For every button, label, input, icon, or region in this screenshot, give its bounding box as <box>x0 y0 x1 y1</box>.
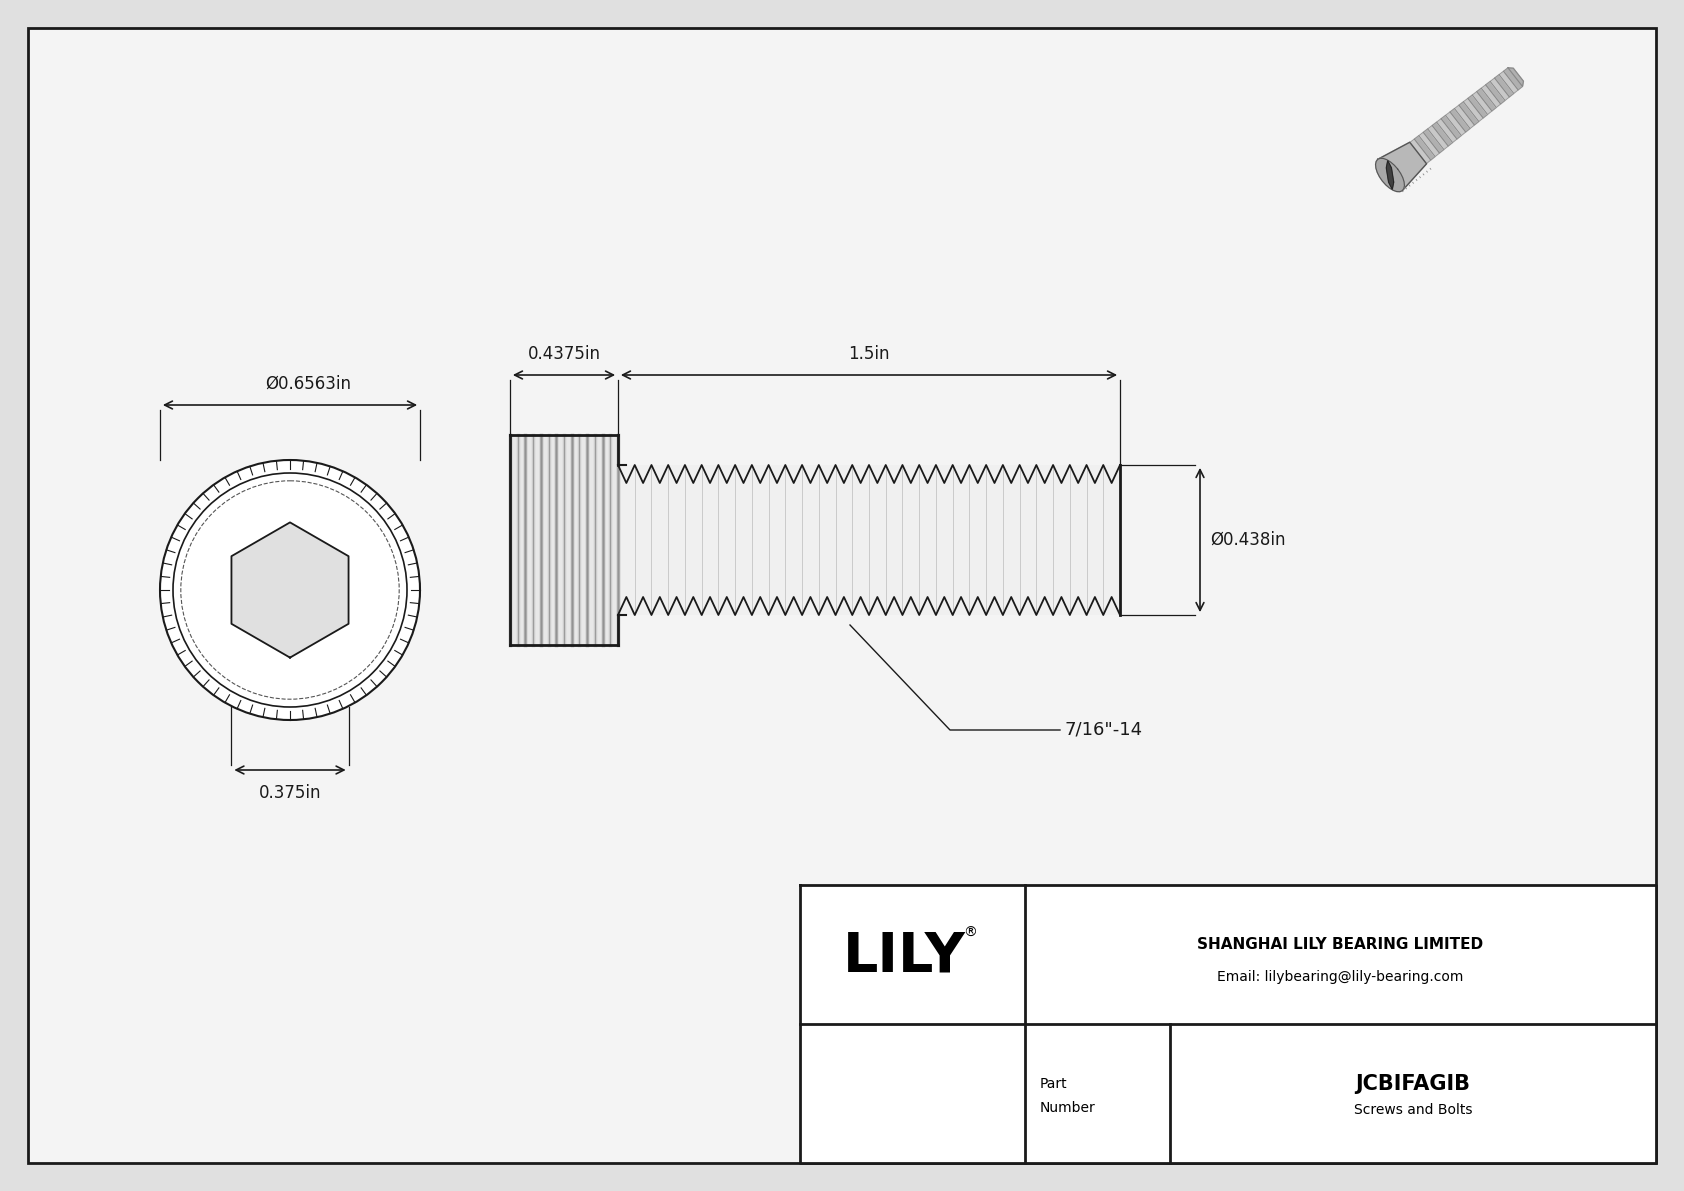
Text: 0.375in: 0.375in <box>259 784 322 802</box>
Polygon shape <box>231 523 349 657</box>
Polygon shape <box>1499 71 1519 93</box>
Polygon shape <box>1378 142 1426 191</box>
Text: LILY: LILY <box>844 929 967 984</box>
Polygon shape <box>1415 136 1435 160</box>
Polygon shape <box>1450 108 1470 132</box>
Circle shape <box>160 460 419 721</box>
Text: Email: lilybearing@lily-bearing.com: Email: lilybearing@lily-bearing.com <box>1218 969 1463 984</box>
Polygon shape <box>1458 101 1479 125</box>
Polygon shape <box>1376 158 1404 192</box>
Polygon shape <box>1431 123 1453 146</box>
Polygon shape <box>1445 112 1465 136</box>
Bar <box>618 464 1120 615</box>
Text: 1.5in: 1.5in <box>849 345 889 363</box>
Polygon shape <box>1436 119 1457 143</box>
Polygon shape <box>1410 139 1431 163</box>
Polygon shape <box>1386 161 1394 189</box>
Polygon shape <box>1490 79 1509 100</box>
Polygon shape <box>1504 68 1522 91</box>
Polygon shape <box>1442 116 1462 139</box>
Polygon shape <box>1463 99 1484 121</box>
Bar <box>800 885 1655 1162</box>
Polygon shape <box>1423 129 1443 154</box>
Bar <box>510 435 618 646</box>
Text: 7/16"-14: 7/16"-14 <box>1064 721 1143 738</box>
Polygon shape <box>1485 81 1505 104</box>
Text: ®: ® <box>963 925 977 940</box>
Text: SHANGHAI LILY BEARING LIMITED: SHANGHAI LILY BEARING LIMITED <box>1197 937 1484 952</box>
Polygon shape <box>1420 132 1440 156</box>
Polygon shape <box>1507 68 1524 87</box>
Text: Part: Part <box>1041 1077 1068 1091</box>
Polygon shape <box>1468 95 1487 118</box>
Text: Ø0.6563in: Ø0.6563in <box>264 375 350 393</box>
Text: JCBIFAGIB: JCBIFAGIB <box>1356 1073 1470 1093</box>
Text: Screws and Bolts: Screws and Bolts <box>1354 1103 1472 1116</box>
Polygon shape <box>1477 88 1497 111</box>
Polygon shape <box>1495 75 1514 96</box>
Text: Ø0.438in: Ø0.438in <box>1211 531 1285 549</box>
Text: Number: Number <box>1041 1100 1096 1115</box>
Text: 0.4375in: 0.4375in <box>527 345 601 363</box>
Polygon shape <box>1472 92 1492 114</box>
Polygon shape <box>1482 85 1500 107</box>
Polygon shape <box>1428 125 1448 150</box>
Polygon shape <box>1455 105 1475 129</box>
